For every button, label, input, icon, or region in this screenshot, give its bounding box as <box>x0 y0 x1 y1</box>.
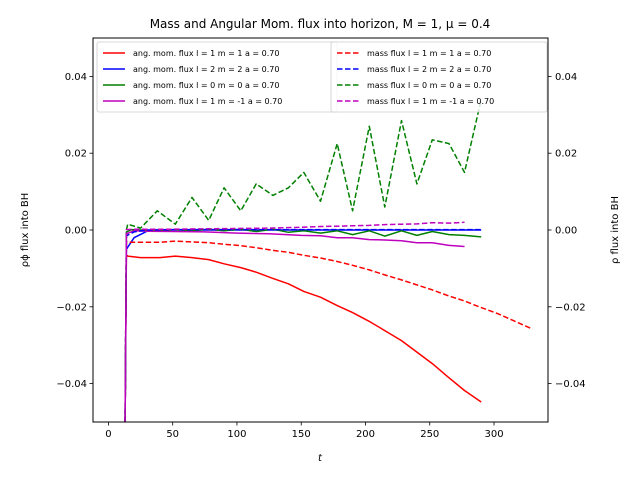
x-axis-label: t <box>318 453 323 464</box>
y-tick-label-right: −0.04 <box>555 379 586 390</box>
x-tick-label: 0 <box>105 429 111 440</box>
legend-label: mass flux l = 0 m = 0 a = 0.70 <box>367 81 491 90</box>
y-tick-label-left: 0.00 <box>65 226 87 237</box>
legend-label: mass flux l = 2 m = 2 a = 0.70 <box>367 65 491 74</box>
y-tick-label-right: 0.04 <box>555 72 577 83</box>
legend-label: mass flux l = 1 m = -1 a = 0.70 <box>367 97 494 106</box>
chart-title: Mass and Angular Mom. flux into horizon,… <box>150 17 491 31</box>
y-tick-label-right: 0.02 <box>555 149 577 160</box>
y-axis-right: −0.04 −0.02 0.00 0.02 0.04 <box>548 72 586 390</box>
y-tick-label-left: −0.04 <box>56 379 87 390</box>
legend-label: ang. mom. flux l = 1 m = -1 a = 0.70 <box>133 97 282 106</box>
y-tick-label-left: −0.02 <box>56 302 87 313</box>
legend-right: mass flux l = 1 m = 1 a = 0.70 mass flux … <box>330 41 548 113</box>
series-line-0 <box>124 254 482 422</box>
y-tick-label-right: −0.02 <box>555 302 586 313</box>
x-tick-label: 250 <box>420 429 439 440</box>
x-axis: 0 50 100 150 200 250 300 <box>105 422 504 440</box>
x-tick-label: 150 <box>292 429 311 440</box>
legend-label: ang. mom. flux l = 2 m = 2 a = 0.70 <box>133 65 279 74</box>
y-tick-label-left: 0.02 <box>65 149 87 160</box>
legend-label: ang. mom. flux l = 1 m = 1 a = 0.70 <box>133 49 279 58</box>
legend-label: mass flux l = 1 m = 1 a = 0.70 <box>367 49 491 58</box>
y-tick-label-left: 0.04 <box>65 72 87 83</box>
y-axis-label-right: ρ flux into BH <box>610 196 621 264</box>
series-line-6 <box>124 99 482 422</box>
series-line-7 <box>124 221 465 422</box>
x-tick-label: 100 <box>227 429 246 440</box>
legend-left: ang. mom. flux l = 1 m = 1 a = 0.70 ang. … <box>96 41 338 113</box>
x-tick-label: 200 <box>356 429 375 440</box>
series-layer <box>124 99 533 422</box>
series-line-3 <box>124 230 465 422</box>
x-tick-label: 50 <box>166 429 179 440</box>
x-tick-label: 300 <box>484 429 503 440</box>
y-axis-left: −0.04 −0.02 0.00 0.02 0.04 <box>56 72 93 390</box>
legend-label: ang. mom. flux l = 0 m = 0 a = 0.70 <box>133 81 279 90</box>
y-axis-label-left: ρϕ flux into BH <box>20 193 31 268</box>
legend-box <box>330 41 548 113</box>
y-tick-label-right: 0.00 <box>555 226 577 237</box>
series-line-5 <box>124 228 482 422</box>
